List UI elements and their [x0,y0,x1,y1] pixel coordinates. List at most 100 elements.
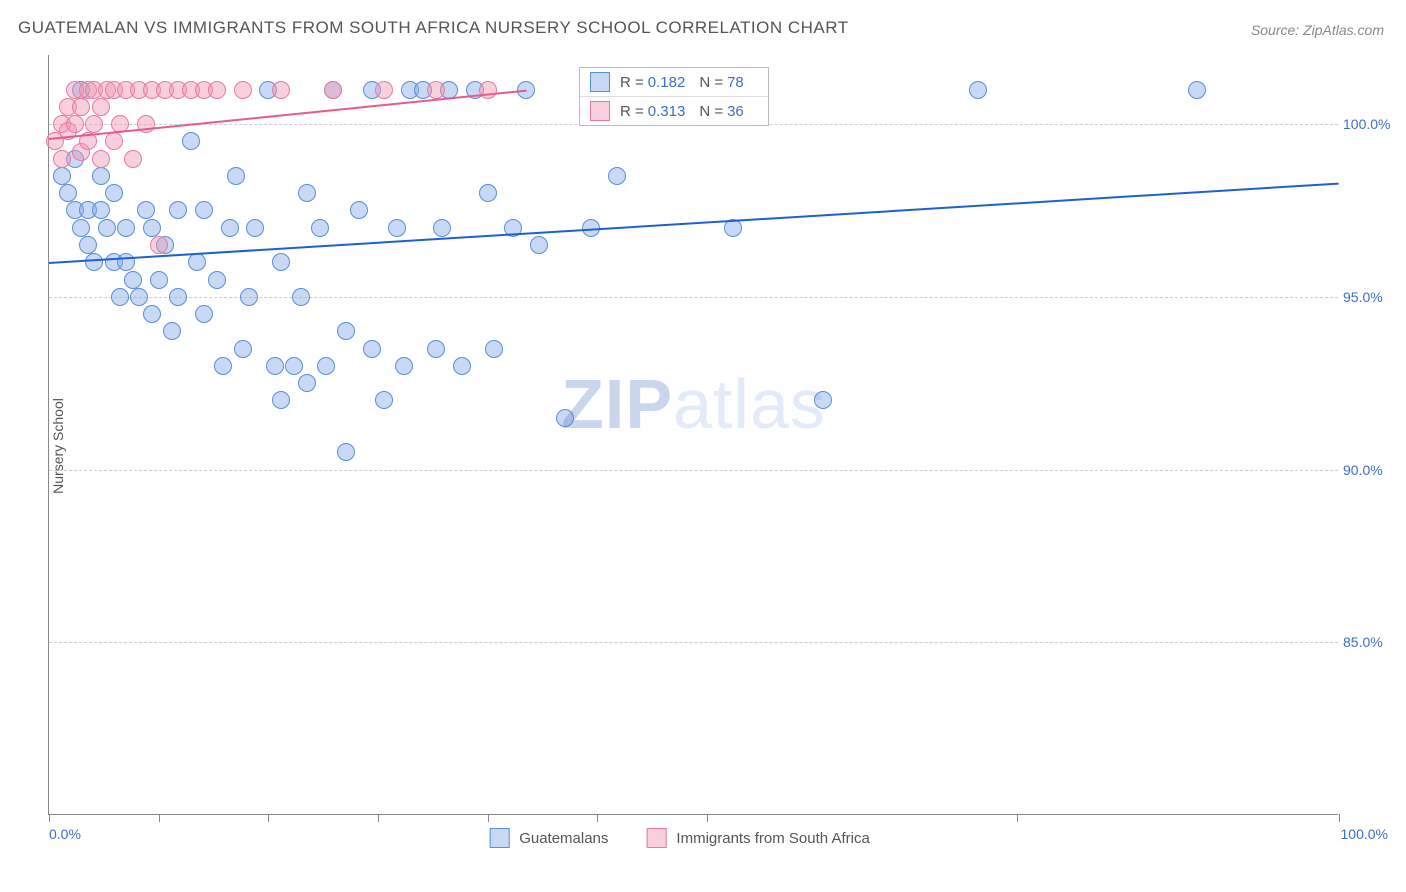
legend-swatch [646,828,666,848]
data-point [137,201,155,219]
data-point [66,115,84,133]
data-point [285,357,303,375]
data-point [479,184,497,202]
gridline [49,642,1338,643]
data-point [350,201,368,219]
data-point [111,288,129,306]
data-point [53,167,71,185]
data-point [182,132,200,150]
x-axis-min-label: 0.0% [49,826,81,842]
data-point [337,322,355,340]
data-point [433,219,451,237]
x-axis-max-label: 100.0% [1341,826,1388,842]
legend-swatch [489,828,509,848]
data-point [234,340,252,358]
data-point [298,184,316,202]
legend-n-value: 78 [727,74,744,91]
data-point [195,201,213,219]
x-tick [268,814,269,822]
data-point [105,132,123,150]
data-point [427,81,445,99]
data-point [1188,81,1206,99]
data-point [92,201,110,219]
series-legend: GuatemalansImmigrants from South Africa [489,828,898,848]
data-point [337,443,355,461]
data-point [240,288,258,306]
data-point [163,322,181,340]
trend-line [49,183,1339,264]
x-tick [49,814,50,822]
data-point [234,81,252,99]
data-point [79,236,97,254]
data-point [363,340,381,358]
data-point [117,219,135,237]
data-point [92,167,110,185]
data-point [246,219,264,237]
data-point [298,374,316,392]
data-point [227,167,245,185]
legend-r-value: 0.182 [648,74,686,91]
legend-n-label: N = [699,74,723,91]
data-point [453,357,471,375]
source-attribution: Source: ZipAtlas.com [1251,22,1384,38]
legend-series-name: Guatemalans [519,830,608,847]
data-point [85,115,103,133]
x-tick [378,814,379,822]
data-point [195,305,213,323]
y-tick-label: 85.0% [1343,634,1398,650]
data-point [485,340,503,358]
data-point [150,271,168,289]
data-point [292,288,310,306]
data-point [150,236,168,254]
data-point [395,357,413,375]
watermark: ZIPatlas [561,364,826,444]
data-point [272,81,290,99]
x-tick [159,814,160,822]
y-tick-label: 90.0% [1343,462,1398,478]
data-point [324,81,342,99]
data-point [124,150,142,168]
legend-swatch [590,72,610,92]
data-point [221,219,239,237]
y-tick-label: 100.0% [1343,116,1398,132]
x-tick [597,814,598,822]
data-point [188,253,206,271]
data-point [530,236,548,254]
chart-plot-area: ZIPatlas R =0.182N =78R =0.313N =36 Guat… [48,55,1338,815]
gridline [49,470,1338,471]
data-point [124,271,142,289]
watermark-bold: ZIP [561,365,673,443]
data-point [427,340,445,358]
data-point [72,98,90,116]
legend-r-label: R = [620,103,644,120]
data-point [608,167,626,185]
data-point [59,184,77,202]
y-tick-label: 95.0% [1343,289,1398,305]
data-point [388,219,406,237]
data-point [969,81,987,99]
correlation-legend: R =0.182 N =78 R =0.313 N =36 [579,67,769,126]
legend-r-value: 0.313 [648,103,686,120]
data-point [105,184,123,202]
data-point [317,357,335,375]
data-point [130,288,148,306]
legend-row: R =0.313 N =36 [580,97,768,125]
data-point [266,357,284,375]
data-point [375,391,393,409]
data-point [556,409,574,427]
legend-n-label: N = [699,103,723,120]
data-point [214,357,232,375]
legend-row: R =0.182N =78 [580,68,768,97]
data-point [85,253,103,271]
data-point [53,150,71,168]
data-point [72,219,90,237]
data-point [814,391,832,409]
legend-n-value: 36 [727,103,744,120]
data-point [92,150,110,168]
legend-swatch [590,101,610,121]
watermark-rest: atlas [673,365,826,443]
data-point [272,391,290,409]
x-tick [707,814,708,822]
data-point [98,219,116,237]
chart-title: GUATEMALAN VS IMMIGRANTS FROM SOUTH AFRI… [18,18,849,38]
